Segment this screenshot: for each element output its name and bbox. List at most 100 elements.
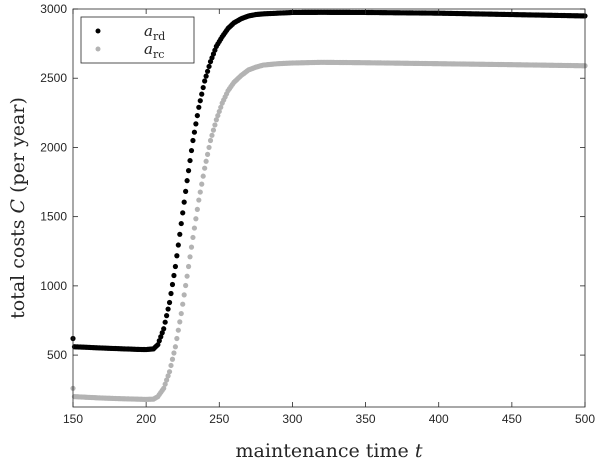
data-point (209, 132, 215, 138)
legend-box (80, 16, 195, 64)
data-point (212, 122, 218, 128)
data-point (174, 335, 180, 342)
data-point (203, 158, 209, 164)
x-tick-label: 400 (429, 412, 449, 426)
data-point (168, 362, 174, 369)
data-point (162, 381, 168, 387)
data-point (202, 78, 208, 84)
y-axis-label: total costs C (per year) (7, 97, 29, 319)
data-point (190, 137, 196, 144)
legend-label-rd: ard (144, 22, 165, 43)
y-tick-label: 500 (47, 348, 67, 362)
data-point (156, 338, 162, 344)
data-point (197, 98, 203, 104)
data-point (172, 263, 178, 270)
data-point (199, 181, 205, 187)
data-point (178, 310, 184, 317)
data-point (206, 144, 212, 151)
x-tick-label: 350 (356, 412, 376, 426)
data-point (168, 290, 174, 297)
data-point (204, 151, 211, 157)
data-point (185, 263, 192, 270)
series-rc (70, 59, 588, 402)
data-point (188, 147, 195, 154)
data-point (193, 216, 199, 222)
data-point (166, 299, 173, 306)
data-point (191, 225, 198, 231)
data-point (164, 313, 170, 319)
data-point (159, 330, 165, 336)
data-point (177, 231, 183, 237)
x-tick-label: 450 (502, 412, 522, 426)
y-tick-label: 2500 (40, 71, 67, 85)
data-point (191, 129, 198, 135)
data-point (169, 356, 176, 362)
data-point (210, 127, 217, 133)
data-point (158, 334, 164, 340)
data-point (200, 84, 206, 91)
data-point (184, 273, 190, 279)
data-point (193, 121, 199, 127)
data-point (161, 326, 167, 332)
data-point (218, 104, 224, 110)
data-point (171, 350, 177, 356)
legend-marker-rc (95, 46, 101, 52)
legend: ard arc (80, 16, 195, 64)
data-point (196, 104, 202, 110)
data-point (181, 199, 187, 205)
data-point (178, 220, 184, 227)
y-tick-label: 1000 (40, 279, 67, 293)
plot-area-frame (72, 8, 586, 408)
x-tick-label: 300 (282, 412, 302, 426)
data-point (202, 165, 208, 171)
data-point (164, 377, 170, 383)
x-tick-label: 200 (136, 412, 156, 426)
y-tick-label: 1500 (40, 210, 67, 224)
data-point (185, 168, 192, 174)
data-point (180, 301, 186, 307)
data-point (174, 253, 180, 259)
data-point (215, 112, 221, 119)
x-tick-label: 500 (575, 412, 595, 426)
data-point (169, 281, 176, 288)
data-point (196, 197, 202, 203)
data-point (199, 91, 205, 97)
data-point (188, 244, 195, 250)
data-point (175, 327, 181, 333)
data-point (190, 234, 196, 241)
data-point (177, 319, 183, 325)
data-point (213, 117, 219, 123)
x-axis-label: maintenance time t (236, 440, 423, 462)
data-point (216, 108, 222, 115)
data-point (184, 178, 190, 184)
data-point (172, 344, 178, 350)
data-point (197, 189, 203, 195)
data-point (175, 242, 181, 248)
data-point (165, 306, 171, 312)
y-tick-label: 2000 (40, 140, 67, 154)
data-point (166, 369, 173, 375)
data-point (207, 137, 214, 144)
data-point (161, 385, 167, 391)
data-point (187, 254, 193, 260)
legend-label-rc: arc (144, 40, 164, 61)
data-point (155, 342, 161, 348)
data-point (181, 292, 187, 298)
data-point (183, 188, 189, 194)
y-tick-label: 3000 (40, 2, 67, 16)
data-point (194, 206, 200, 212)
data-point (194, 112, 200, 119)
axis-ticks: 150 200 250 300 350 400 450 500 500 1000 1500 2000 2… (40, 2, 595, 426)
data-markers (70, 9, 588, 402)
data-point (162, 319, 168, 325)
data-point (187, 157, 193, 164)
x-tick-label: 150 (63, 412, 83, 426)
data-point (200, 173, 206, 179)
data-point (206, 63, 212, 70)
data-point (180, 210, 186, 216)
data-point (204, 68, 211, 74)
data-point (183, 282, 189, 289)
legend-marker-rd (95, 28, 101, 34)
data-point (203, 73, 209, 79)
